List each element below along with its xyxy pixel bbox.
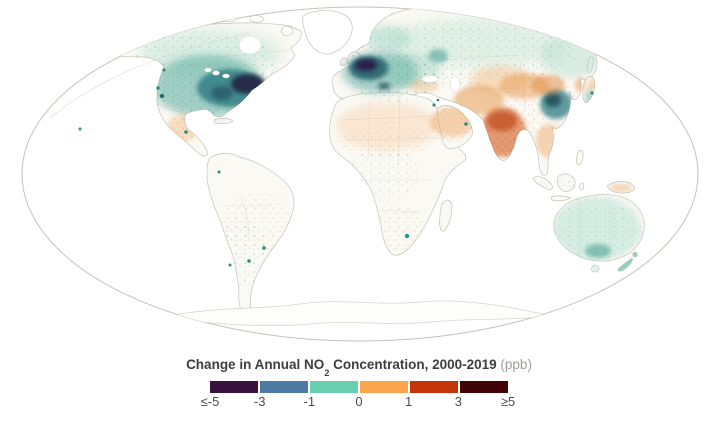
legend-swatch-0 <box>210 381 258 393</box>
city-dot-bogota <box>217 170 221 174</box>
legend-tick-labels: ≤-5 -3 -1 0 1 3 ≥5 <box>201 394 516 409</box>
legend-title-text: Change in Annual NO <box>186 357 325 372</box>
legend-swatch-4 <box>410 381 458 393</box>
greenland-landmass <box>302 9 353 55</box>
caspian-sea <box>449 75 461 93</box>
color-overlays <box>138 18 642 261</box>
tasmania-landmass <box>591 264 600 273</box>
legend-title-rest: Concentration, 2000-2019 <box>329 357 497 372</box>
overlay-japan-orange <box>588 79 596 91</box>
city-dot-cairo <box>432 103 436 107</box>
legend-title-subscript: 2 <box>324 367 330 378</box>
hudson-bay <box>238 35 262 55</box>
overlay-europe-darkest <box>355 59 377 71</box>
great-lake-superior <box>204 67 212 73</box>
city-dot-buenos-aires <box>247 259 251 263</box>
legend-tick-4: 1 <box>405 394 413 409</box>
sulawesi-landmass <box>579 182 585 191</box>
city-dots <box>78 68 594 267</box>
legend-tick-1: -3 <box>253 394 266 409</box>
overlay-new-guinea-orange <box>610 184 632 192</box>
city-dot-persian-gulf-cities <box>464 122 468 126</box>
overlay-north-china-orange <box>531 75 565 95</box>
legend-swatch-1 <box>260 381 308 393</box>
overlay-north-africa-orange <box>336 102 436 150</box>
legend-tick-0: ≤-5 <box>200 394 220 409</box>
black-sea <box>421 75 439 83</box>
java-landmass <box>550 195 572 201</box>
legend-tick-2: -1 <box>303 394 316 409</box>
overlay-australia-se-teal <box>585 244 611 258</box>
iceland-landmass <box>281 26 294 36</box>
legend-colorbar <box>210 381 508 393</box>
city-dot-mexico-city <box>184 130 188 134</box>
overlay-us-midwest-dark <box>211 86 233 100</box>
legend-swatch-2 <box>310 381 358 393</box>
legend-unit-label: (ppb) <box>500 357 532 372</box>
city-dot-santiago <box>228 263 232 267</box>
legend-tick-6: ≥5 <box>500 394 516 409</box>
legend-swatch-5 <box>460 381 508 393</box>
overlay-ne-asia-wash <box>540 38 600 78</box>
legend-tick-5: 3 <box>454 394 462 409</box>
city-dot-los-angeles <box>159 93 165 99</box>
city-dot-san-francisco <box>156 86 160 90</box>
map-stage <box>21 6 699 342</box>
overlay-india-core-red <box>487 111 517 131</box>
great-lake-erie <box>222 73 230 79</box>
city-dot-hawaii <box>78 127 82 131</box>
city-dot-sao-paulo <box>262 246 266 250</box>
great-lake-michigan <box>212 70 220 76</box>
city-dot-seattle <box>162 68 166 72</box>
legend-swatch-3 <box>360 381 408 393</box>
new-zealand-landmass <box>617 251 638 272</box>
overlay-po-valley-dark <box>378 82 390 90</box>
legend-title: Change in Annual NO2 Concentration, 2000… <box>186 356 532 379</box>
overlay-mideast-orange <box>430 107 474 137</box>
city-dot-johannesburg <box>404 233 410 239</box>
overlay-scandinavia-wash <box>366 25 410 51</box>
legend-tick-3: 0 <box>355 394 363 409</box>
overlay-australia-wash <box>552 197 642 261</box>
caribbean-islands <box>213 117 234 124</box>
city-dot-tel-aviv <box>436 98 440 102</box>
lakes-and-seas <box>204 35 461 93</box>
overlay-china-east-dark <box>545 93 561 107</box>
madagascar-landmass <box>439 199 453 232</box>
world-map <box>21 6 699 342</box>
city-dot-tokyo <box>590 91 594 95</box>
philippines-landmass <box>576 149 584 166</box>
